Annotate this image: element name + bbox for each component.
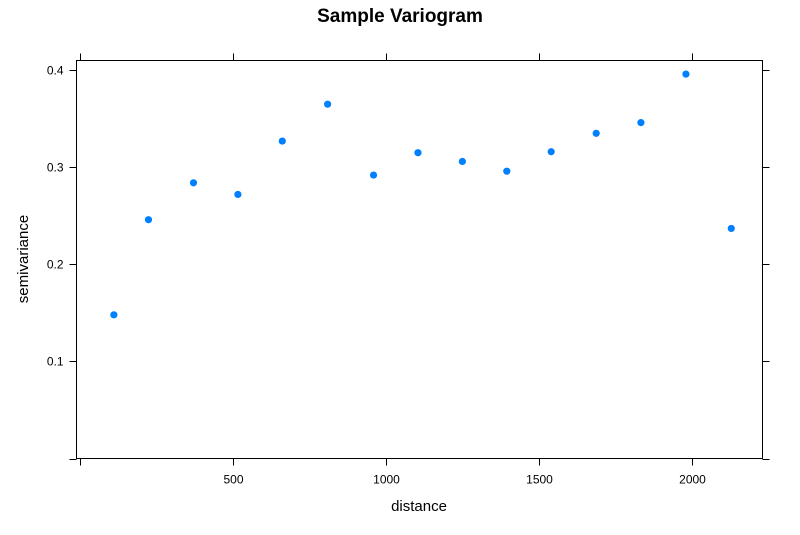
data-point <box>414 149 422 157</box>
data-point <box>458 157 466 166</box>
x-axis-label: distance <box>391 498 447 515</box>
x-tick-label: 2000 <box>679 473 706 487</box>
y-tick-label: 0.2 <box>47 258 64 272</box>
x-tick-label: 500 <box>223 473 243 487</box>
data-point <box>234 190 242 199</box>
y-tick-label: 0.1 <box>47 355 64 369</box>
axis-ticks: 0.1 0.2 0.3 0.4 500 1000 1500 2000 <box>47 53 770 487</box>
y-axis-label: semivariance <box>15 215 32 303</box>
plot-frame <box>76 60 763 459</box>
data-point <box>547 148 555 156</box>
data-point <box>637 119 645 127</box>
data-point <box>324 100 332 108</box>
data-points <box>110 70 735 319</box>
data-point <box>278 137 286 145</box>
data-point <box>144 216 153 224</box>
data-point <box>189 179 198 187</box>
data-point <box>727 224 735 233</box>
data-point <box>369 171 378 179</box>
y-tick-label: 0.3 <box>47 161 64 175</box>
chart-title: Sample Variogram <box>317 6 483 27</box>
x-tick-label: 1000 <box>373 473 400 487</box>
data-point <box>503 167 511 175</box>
data-point <box>682 70 690 78</box>
y-tick-label: 0.4 <box>47 64 64 78</box>
data-point <box>110 311 118 319</box>
data-point <box>592 129 600 137</box>
x-tick-label: 1500 <box>526 473 553 487</box>
